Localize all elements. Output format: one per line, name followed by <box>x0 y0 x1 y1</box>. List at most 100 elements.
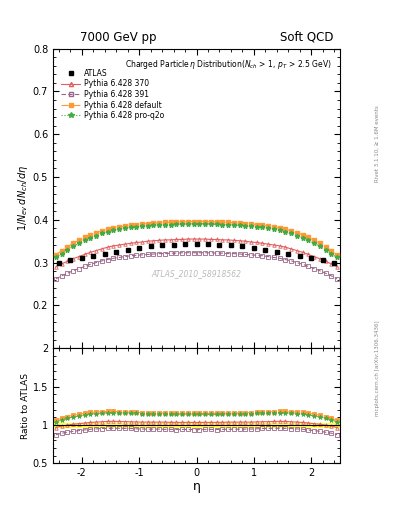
Pythia 6.428 pro-q2o <box>231 222 236 228</box>
Pythia 6.428 pro-q2o <box>94 232 98 239</box>
Pythia 6.428 391 <box>323 270 328 276</box>
Pythia 6.428 pro-q2o <box>214 221 219 227</box>
Pythia 6.428 default <box>260 222 265 228</box>
Pythia 6.428 pro-q2o <box>220 221 225 227</box>
Pythia 6.428 default <box>306 234 311 241</box>
Pythia 6.428 391 <box>306 263 311 269</box>
Pythia 6.428 pro-q2o <box>111 227 116 233</box>
Pythia 6.428 pro-q2o <box>71 243 75 249</box>
Pythia 6.428 391 <box>335 276 340 282</box>
ATLAS <box>79 255 84 262</box>
Pythia 6.428 pro-q2o <box>123 225 127 231</box>
ATLAS <box>286 251 291 257</box>
Pythia 6.428 370 <box>283 244 288 250</box>
Pythia 6.428 pro-q2o <box>295 232 299 239</box>
Pythia 6.428 default <box>266 223 270 229</box>
ATLAS <box>125 247 130 253</box>
Text: Charged Particle$\,\eta$ Distribution($N_{ch}$ > 1, $p_{T}$ > 2.5 GeV): Charged Particle$\,\eta$ Distribution($N… <box>125 58 331 71</box>
Pythia 6.428 pro-q2o <box>88 234 93 241</box>
Pythia 6.428 default <box>209 219 213 225</box>
Pythia 6.428 default <box>277 225 282 231</box>
Pythia 6.428 default <box>237 220 242 226</box>
Pythia 6.428 default <box>94 229 98 236</box>
Pythia 6.428 370 <box>99 246 104 252</box>
Pythia 6.428 391 <box>145 251 150 258</box>
Pythia 6.428 391 <box>249 252 253 258</box>
Pythia 6.428 370 <box>65 258 70 264</box>
Pythia 6.428 391 <box>220 250 225 256</box>
Line: Pythia 6.428 370: Pythia 6.428 370 <box>54 238 339 269</box>
Pythia 6.428 370 <box>88 249 93 255</box>
ATLAS <box>229 242 233 248</box>
Pythia 6.428 391 <box>237 251 242 257</box>
Pythia 6.428 pro-q2o <box>128 224 133 230</box>
Pythia 6.428 default <box>99 228 104 234</box>
Pythia 6.428 391 <box>180 250 185 256</box>
Pythia 6.428 default <box>82 234 87 241</box>
Y-axis label: $1/N_{ev}\,dN_{ch}/d\eta$: $1/N_{ev}\,dN_{ch}/d\eta$ <box>16 165 30 231</box>
ATLAS <box>240 243 245 249</box>
Pythia 6.428 370 <box>77 253 81 260</box>
Pythia 6.428 391 <box>209 250 213 256</box>
Pythia 6.428 391 <box>289 258 294 264</box>
ATLAS <box>91 253 95 259</box>
Text: mcplots.cern.ch [arXiv:1306.3436]: mcplots.cern.ch [arXiv:1306.3436] <box>375 321 380 416</box>
ATLAS <box>183 241 187 247</box>
Pythia 6.428 370 <box>71 255 75 262</box>
Pythia 6.428 default <box>53 252 58 258</box>
Pythia 6.428 pro-q2o <box>318 243 322 249</box>
Pythia 6.428 370 <box>163 237 167 243</box>
Pythia 6.428 pro-q2o <box>209 221 213 227</box>
Pythia 6.428 370 <box>174 237 179 243</box>
Pythia 6.428 pro-q2o <box>117 226 121 232</box>
Pythia 6.428 pro-q2o <box>99 230 104 237</box>
Pythia 6.428 pro-q2o <box>237 222 242 228</box>
Pythia 6.428 pro-q2o <box>185 221 190 227</box>
Pythia 6.428 391 <box>266 253 270 260</box>
Pythia 6.428 pro-q2o <box>53 254 58 261</box>
Pythia 6.428 default <box>220 219 225 225</box>
Pythia 6.428 default <box>140 221 144 227</box>
Pythia 6.428 pro-q2o <box>82 237 87 243</box>
Pythia 6.428 370 <box>197 236 202 242</box>
Pythia 6.428 370 <box>94 247 98 253</box>
Pythia 6.428 370 <box>157 237 162 243</box>
Pythia 6.428 370 <box>277 243 282 249</box>
Pythia 6.428 pro-q2o <box>323 247 328 253</box>
Pythia 6.428 370 <box>123 241 127 247</box>
Pythia 6.428 391 <box>105 257 110 263</box>
Pythia 6.428 391 <box>71 268 75 274</box>
Pythia 6.428 370 <box>249 239 253 245</box>
Pythia 6.428 default <box>134 221 139 227</box>
Pythia 6.428 default <box>145 221 150 227</box>
Pythia 6.428 default <box>335 252 340 258</box>
Pythia 6.428 370 <box>185 236 190 242</box>
Line: Pythia 6.428 pro-q2o: Pythia 6.428 pro-q2o <box>53 221 340 260</box>
ATLAS <box>332 260 336 266</box>
Line: ATLAS: ATLAS <box>57 242 336 265</box>
Pythia 6.428 391 <box>272 254 276 261</box>
Text: ATLAS_2010_S8918562: ATLAS_2010_S8918562 <box>151 269 242 278</box>
ATLAS <box>217 242 222 248</box>
Pythia 6.428 391 <box>82 263 87 269</box>
ATLAS <box>148 243 153 249</box>
Pythia 6.428 default <box>77 237 81 243</box>
Pythia 6.428 370 <box>220 237 225 243</box>
ATLAS <box>298 253 302 259</box>
Pythia 6.428 default <box>111 225 116 231</box>
Pythia 6.428 pro-q2o <box>306 237 311 243</box>
Pythia 6.428 370 <box>145 238 150 244</box>
Pythia 6.428 pro-q2o <box>277 227 282 233</box>
Pythia 6.428 default <box>312 237 316 243</box>
Pythia 6.428 default <box>168 219 173 225</box>
Pythia 6.428 pro-q2o <box>300 234 305 241</box>
Pythia 6.428 391 <box>111 255 116 262</box>
Pythia 6.428 pro-q2o <box>249 223 253 229</box>
Pythia 6.428 default <box>71 240 75 246</box>
Pythia 6.428 default <box>249 221 253 227</box>
Pythia 6.428 391 <box>197 250 202 256</box>
Pythia 6.428 default <box>105 226 110 232</box>
Pythia 6.428 370 <box>117 242 121 248</box>
Pythia 6.428 391 <box>134 252 139 259</box>
Pythia 6.428 370 <box>323 258 328 264</box>
